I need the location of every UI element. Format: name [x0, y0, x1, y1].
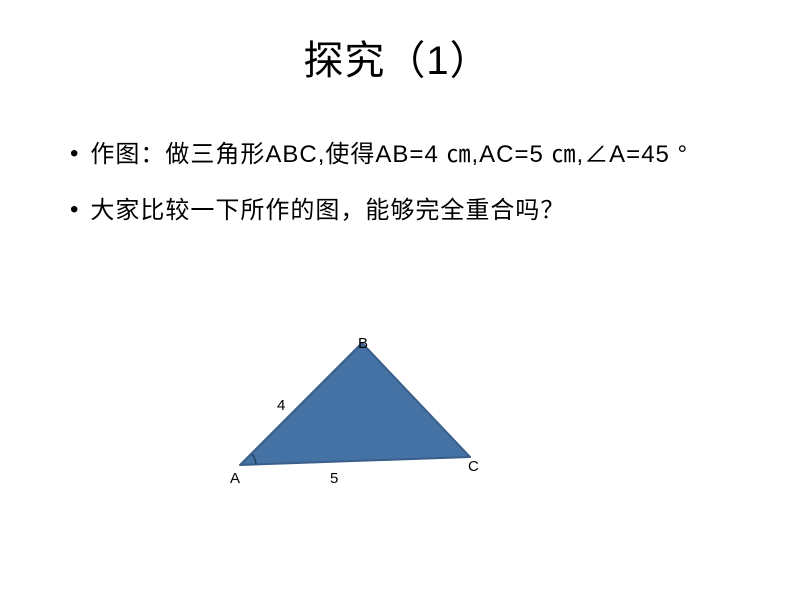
vertex-label-c: C	[468, 458, 479, 475]
bullet-marker: •	[70, 136, 78, 172]
vertex-label-b: B	[358, 335, 368, 352]
bullet-text-1: 作图：做三角形ABC,使得AB=4 ㎝,AC=5 ㎝,∠A=45 °	[90, 136, 688, 174]
bullet-text-2: 大家比较一下所作的图，能够完全重合吗？	[90, 192, 565, 230]
triangle-diagram: B A C 4 5	[230, 335, 530, 495]
side-label-ac: 5	[330, 470, 338, 487]
bullet-item-2: • 大家比较一下所作的图，能够完全重合吗？	[70, 192, 724, 230]
side-label-ab: 4	[277, 397, 285, 414]
bullet-item-1: • 作图：做三角形ABC,使得AB=4 ㎝,AC=5 ㎝,∠A=45 °	[70, 136, 724, 174]
vertex-label-a: A	[230, 470, 240, 487]
page-title: 探究（1）	[0, 0, 794, 86]
triangle-svg	[230, 335, 530, 495]
bullet-marker: •	[70, 192, 78, 228]
content-area: • 作图：做三角形ABC,使得AB=4 ㎝,AC=5 ㎝,∠A=45 ° • 大…	[0, 86, 794, 231]
